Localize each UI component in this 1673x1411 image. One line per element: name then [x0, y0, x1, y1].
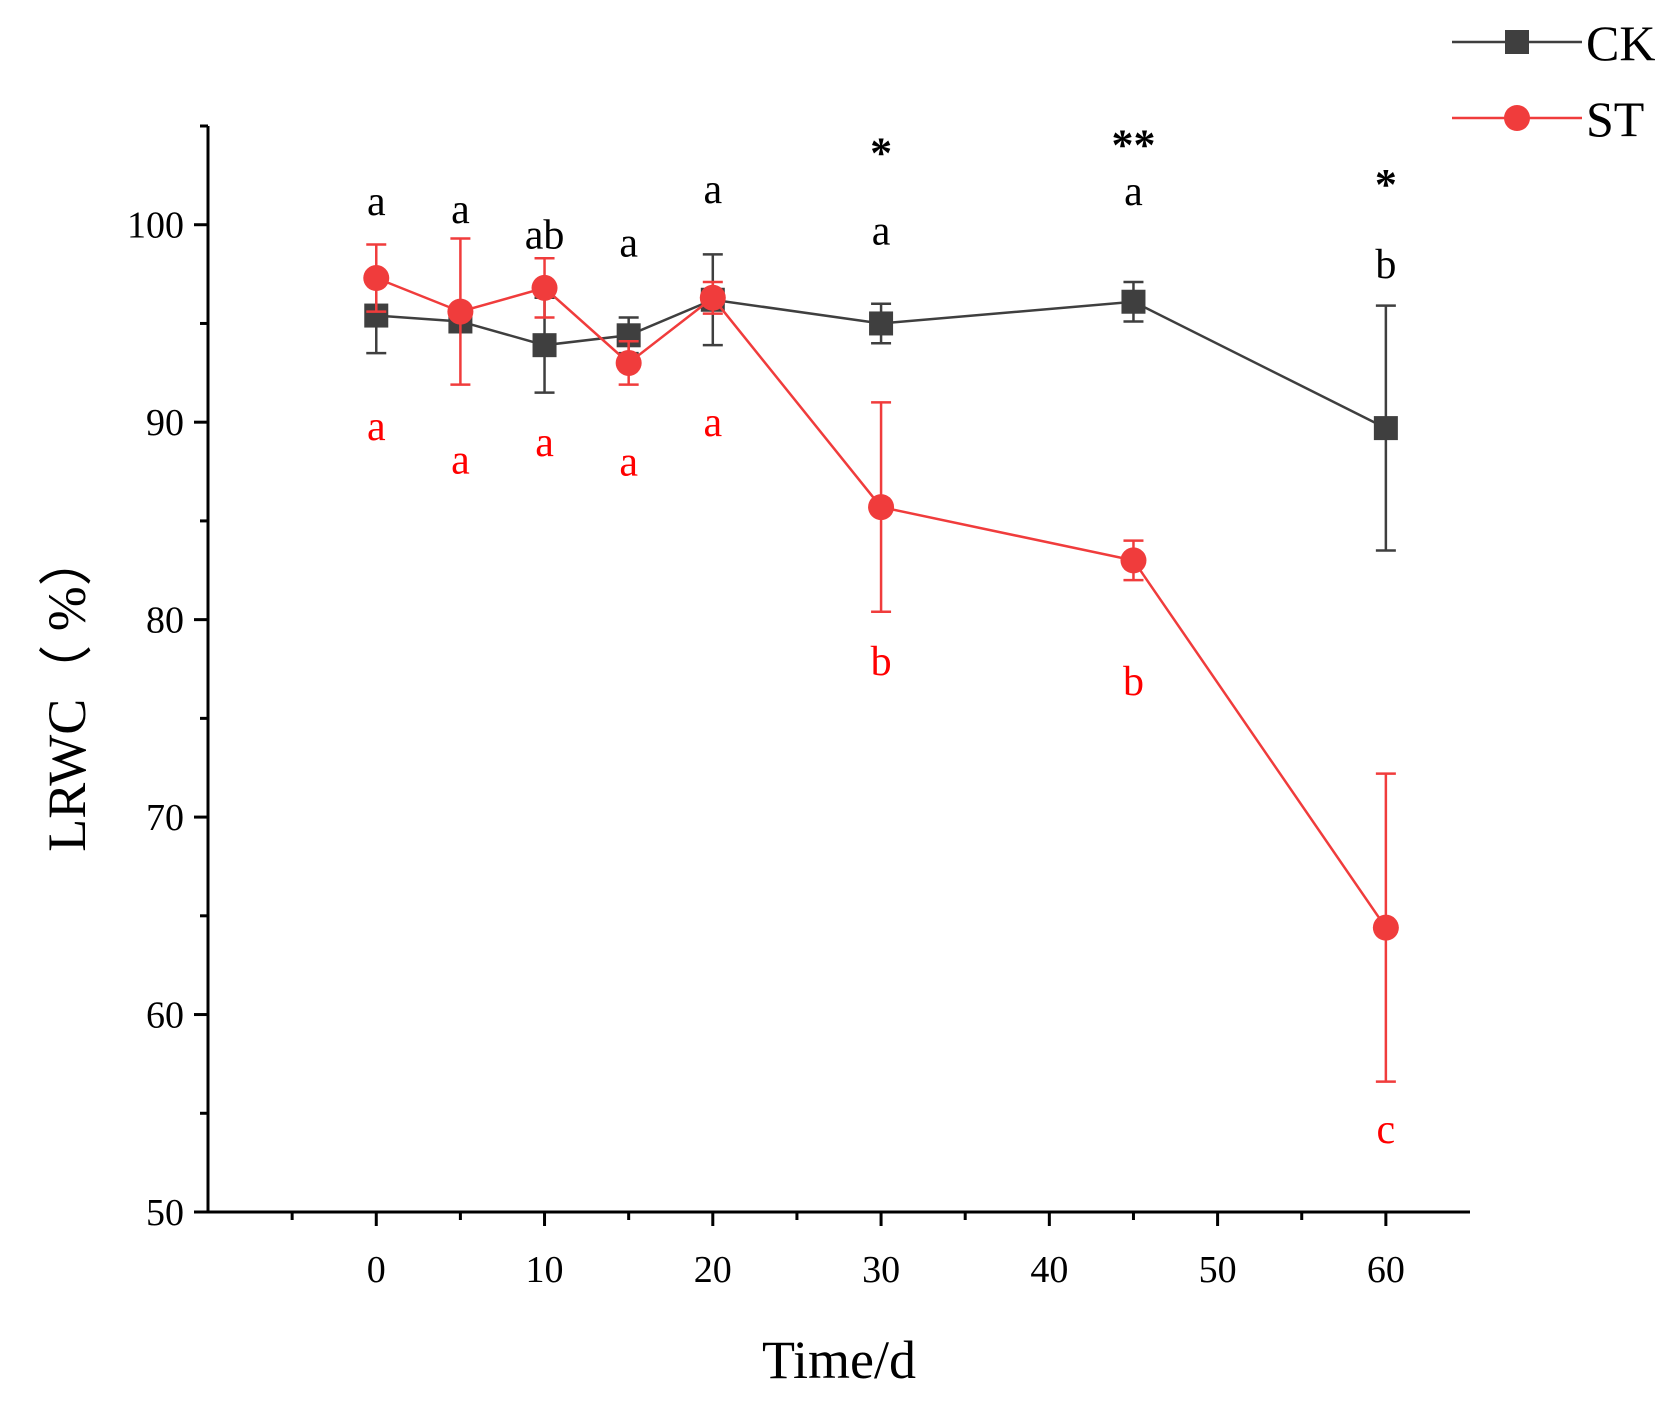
x-tick-label: 60	[1367, 1249, 1405, 1291]
group-letter-ck: a	[619, 220, 638, 266]
y-tick-label: 60	[146, 995, 184, 1037]
legend-label: ST	[1586, 91, 1644, 147]
legend-item-ck: CK	[1452, 15, 1655, 71]
group-letter-st: b	[871, 639, 892, 685]
significance-mark: *	[870, 129, 892, 178]
data-point-st	[1372, 914, 1399, 941]
group-letter-ck: a	[367, 179, 386, 225]
significance-mark: *	[1375, 160, 1397, 209]
data-point-st	[531, 274, 558, 301]
axes: 0 10 20 30 40 50 60 50 60 70 80 90 100	[127, 124, 1470, 1291]
group-letter-ck: a	[703, 167, 722, 213]
y-tick-label: 50	[146, 1192, 184, 1234]
data-point-st	[447, 298, 474, 325]
legend: CK ST	[1452, 15, 1655, 147]
x-tick-label: 30	[862, 1249, 900, 1291]
group-letter-st: c	[1377, 1107, 1396, 1153]
series-st	[363, 237, 1399, 1083]
x-axis-label: Time/d	[762, 1330, 916, 1390]
data-point-st	[868, 494, 895, 521]
series-line-st	[375, 276, 1387, 929]
x-tick-label: 10	[526, 1249, 564, 1291]
data-point-ck	[1373, 416, 1398, 441]
y-tick-label: 70	[146, 797, 184, 839]
legend-marker	[1504, 105, 1530, 131]
y-axis-label: LRWC（ %）	[37, 532, 97, 852]
data-point-st	[615, 349, 642, 376]
x-tick-label: 50	[1199, 1249, 1237, 1291]
group-letter-ck: a	[1124, 169, 1143, 215]
data-point-ck	[532, 333, 557, 358]
group-letter-st: b	[1123, 659, 1144, 705]
group-letter-ck: ab	[525, 213, 565, 259]
significance-mark: **	[1111, 121, 1155, 170]
legend-marker	[1505, 30, 1529, 54]
group-letter-st: a	[367, 404, 386, 450]
group-letter-st: a	[703, 400, 722, 446]
group-letter-st: a	[535, 420, 554, 466]
data-point-st	[363, 265, 390, 292]
series-layer	[363, 237, 1399, 1083]
y-tick-label: 90	[146, 402, 184, 444]
data-point-st	[699, 284, 726, 311]
legend-item-st: ST	[1452, 91, 1644, 147]
data-point-st	[1120, 547, 1147, 574]
group-letter-ck: a	[872, 209, 891, 255]
series-line-ck	[376, 298, 1387, 430]
group-letter-ck: a	[451, 187, 470, 233]
y-tick-label: 80	[146, 600, 184, 642]
data-point-ck	[1121, 289, 1146, 314]
group-letter-st: a	[619, 440, 638, 486]
y-tick-label: 100	[127, 205, 184, 247]
x-tick-label: 0	[367, 1249, 386, 1291]
data-point-ck	[869, 311, 894, 336]
x-tick-label: 40	[1030, 1249, 1068, 1291]
group-letter-ck: b	[1375, 242, 1396, 288]
group-letter-st: a	[451, 438, 470, 484]
x-tick-label: 20	[694, 1249, 732, 1291]
legend-label: CK	[1586, 15, 1655, 71]
